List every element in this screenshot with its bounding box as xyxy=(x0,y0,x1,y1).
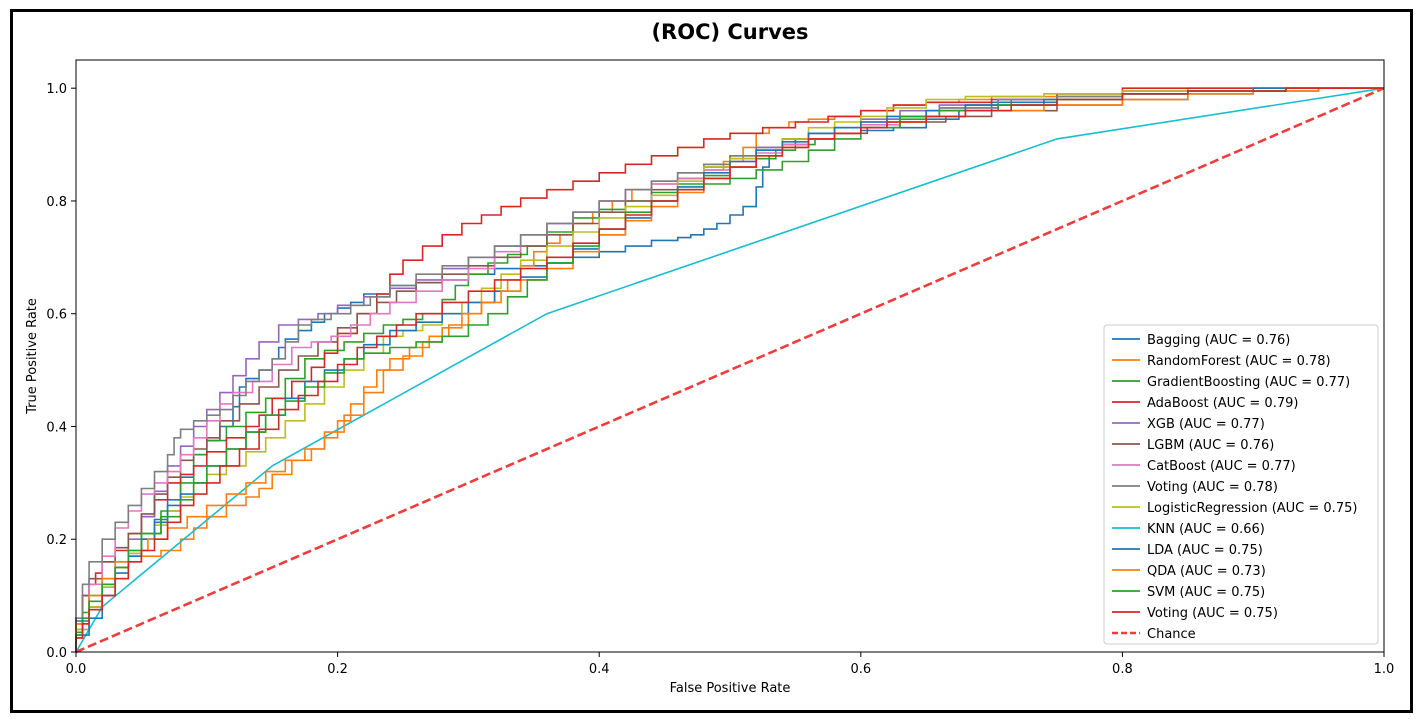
chart-title: (ROC) Curves xyxy=(651,20,809,44)
y-tick-label: 0.8 xyxy=(46,195,67,210)
x-tick-label: 0.8 xyxy=(1112,662,1133,677)
legend-label: XGB (AUC = 0.77) xyxy=(1147,417,1265,432)
legend-box xyxy=(1103,324,1379,645)
x-tick-label: 1.0 xyxy=(1374,662,1395,677)
x-tick-label: 0.6 xyxy=(850,662,871,677)
y-tick-label: 0.6 xyxy=(46,308,67,323)
x-tick-label: 0.4 xyxy=(589,662,610,677)
y-axis-label: True Positive Rate xyxy=(25,298,40,415)
axes-group: 0.00.0 0.2 0.2 0.4 0.4 0.6 0.6 0.8 0.8 1.0 1.0 xyxy=(46,59,1395,677)
roc-curves-group xyxy=(75,86,1385,654)
legend-label: Voting (AUC = 0.75) xyxy=(1147,606,1278,621)
y-tick-label: 0.2 xyxy=(46,533,67,548)
legend-label: SVM (AUC = 0.75) xyxy=(1147,585,1265,600)
roc-curve-9 xyxy=(75,87,1385,653)
legend-label: Bagging (AUC = 0.76) xyxy=(1147,333,1290,348)
legend-label: RandomForest (AUC = 0.78) xyxy=(1147,354,1331,369)
y-tick-label: 1.0 xyxy=(46,82,67,97)
legend-label: LDA (AUC = 0.75) xyxy=(1147,543,1263,558)
legend-label: Chance xyxy=(1147,627,1196,642)
legend-label: LGBM (AUC = 0.76) xyxy=(1147,438,1274,453)
legend-label: QDA (AUC = 0.73) xyxy=(1147,564,1266,579)
legend: Bagging (AUC = 0.76) RandomForest (AUC = … xyxy=(1103,324,1379,645)
y-tick-label: 0.0 xyxy=(46,646,67,661)
legend-label: CatBoost (AUC = 0.77) xyxy=(1147,459,1296,474)
chance-line xyxy=(75,86,1385,654)
legend-label: AdaBoost (AUC = 0.79) xyxy=(1147,396,1298,411)
y-tick-label: 0.4 xyxy=(46,420,67,435)
x-tick-label: 0.2 xyxy=(327,662,348,677)
legend-label: GradientBoosting (AUC = 0.77) xyxy=(1147,375,1350,390)
roc-curve-13 xyxy=(75,87,1384,652)
x-axis-label: False Positive Rate xyxy=(670,681,791,696)
legend-label: LogisticRegression (AUC = 0.75) xyxy=(1147,501,1357,516)
legend-label: Voting (AUC = 0.78) xyxy=(1147,480,1278,495)
plot-area-border xyxy=(75,59,1385,653)
legend-label: KNN (AUC = 0.66) xyxy=(1147,522,1265,537)
x-tick-label: 0.0 xyxy=(66,662,87,677)
